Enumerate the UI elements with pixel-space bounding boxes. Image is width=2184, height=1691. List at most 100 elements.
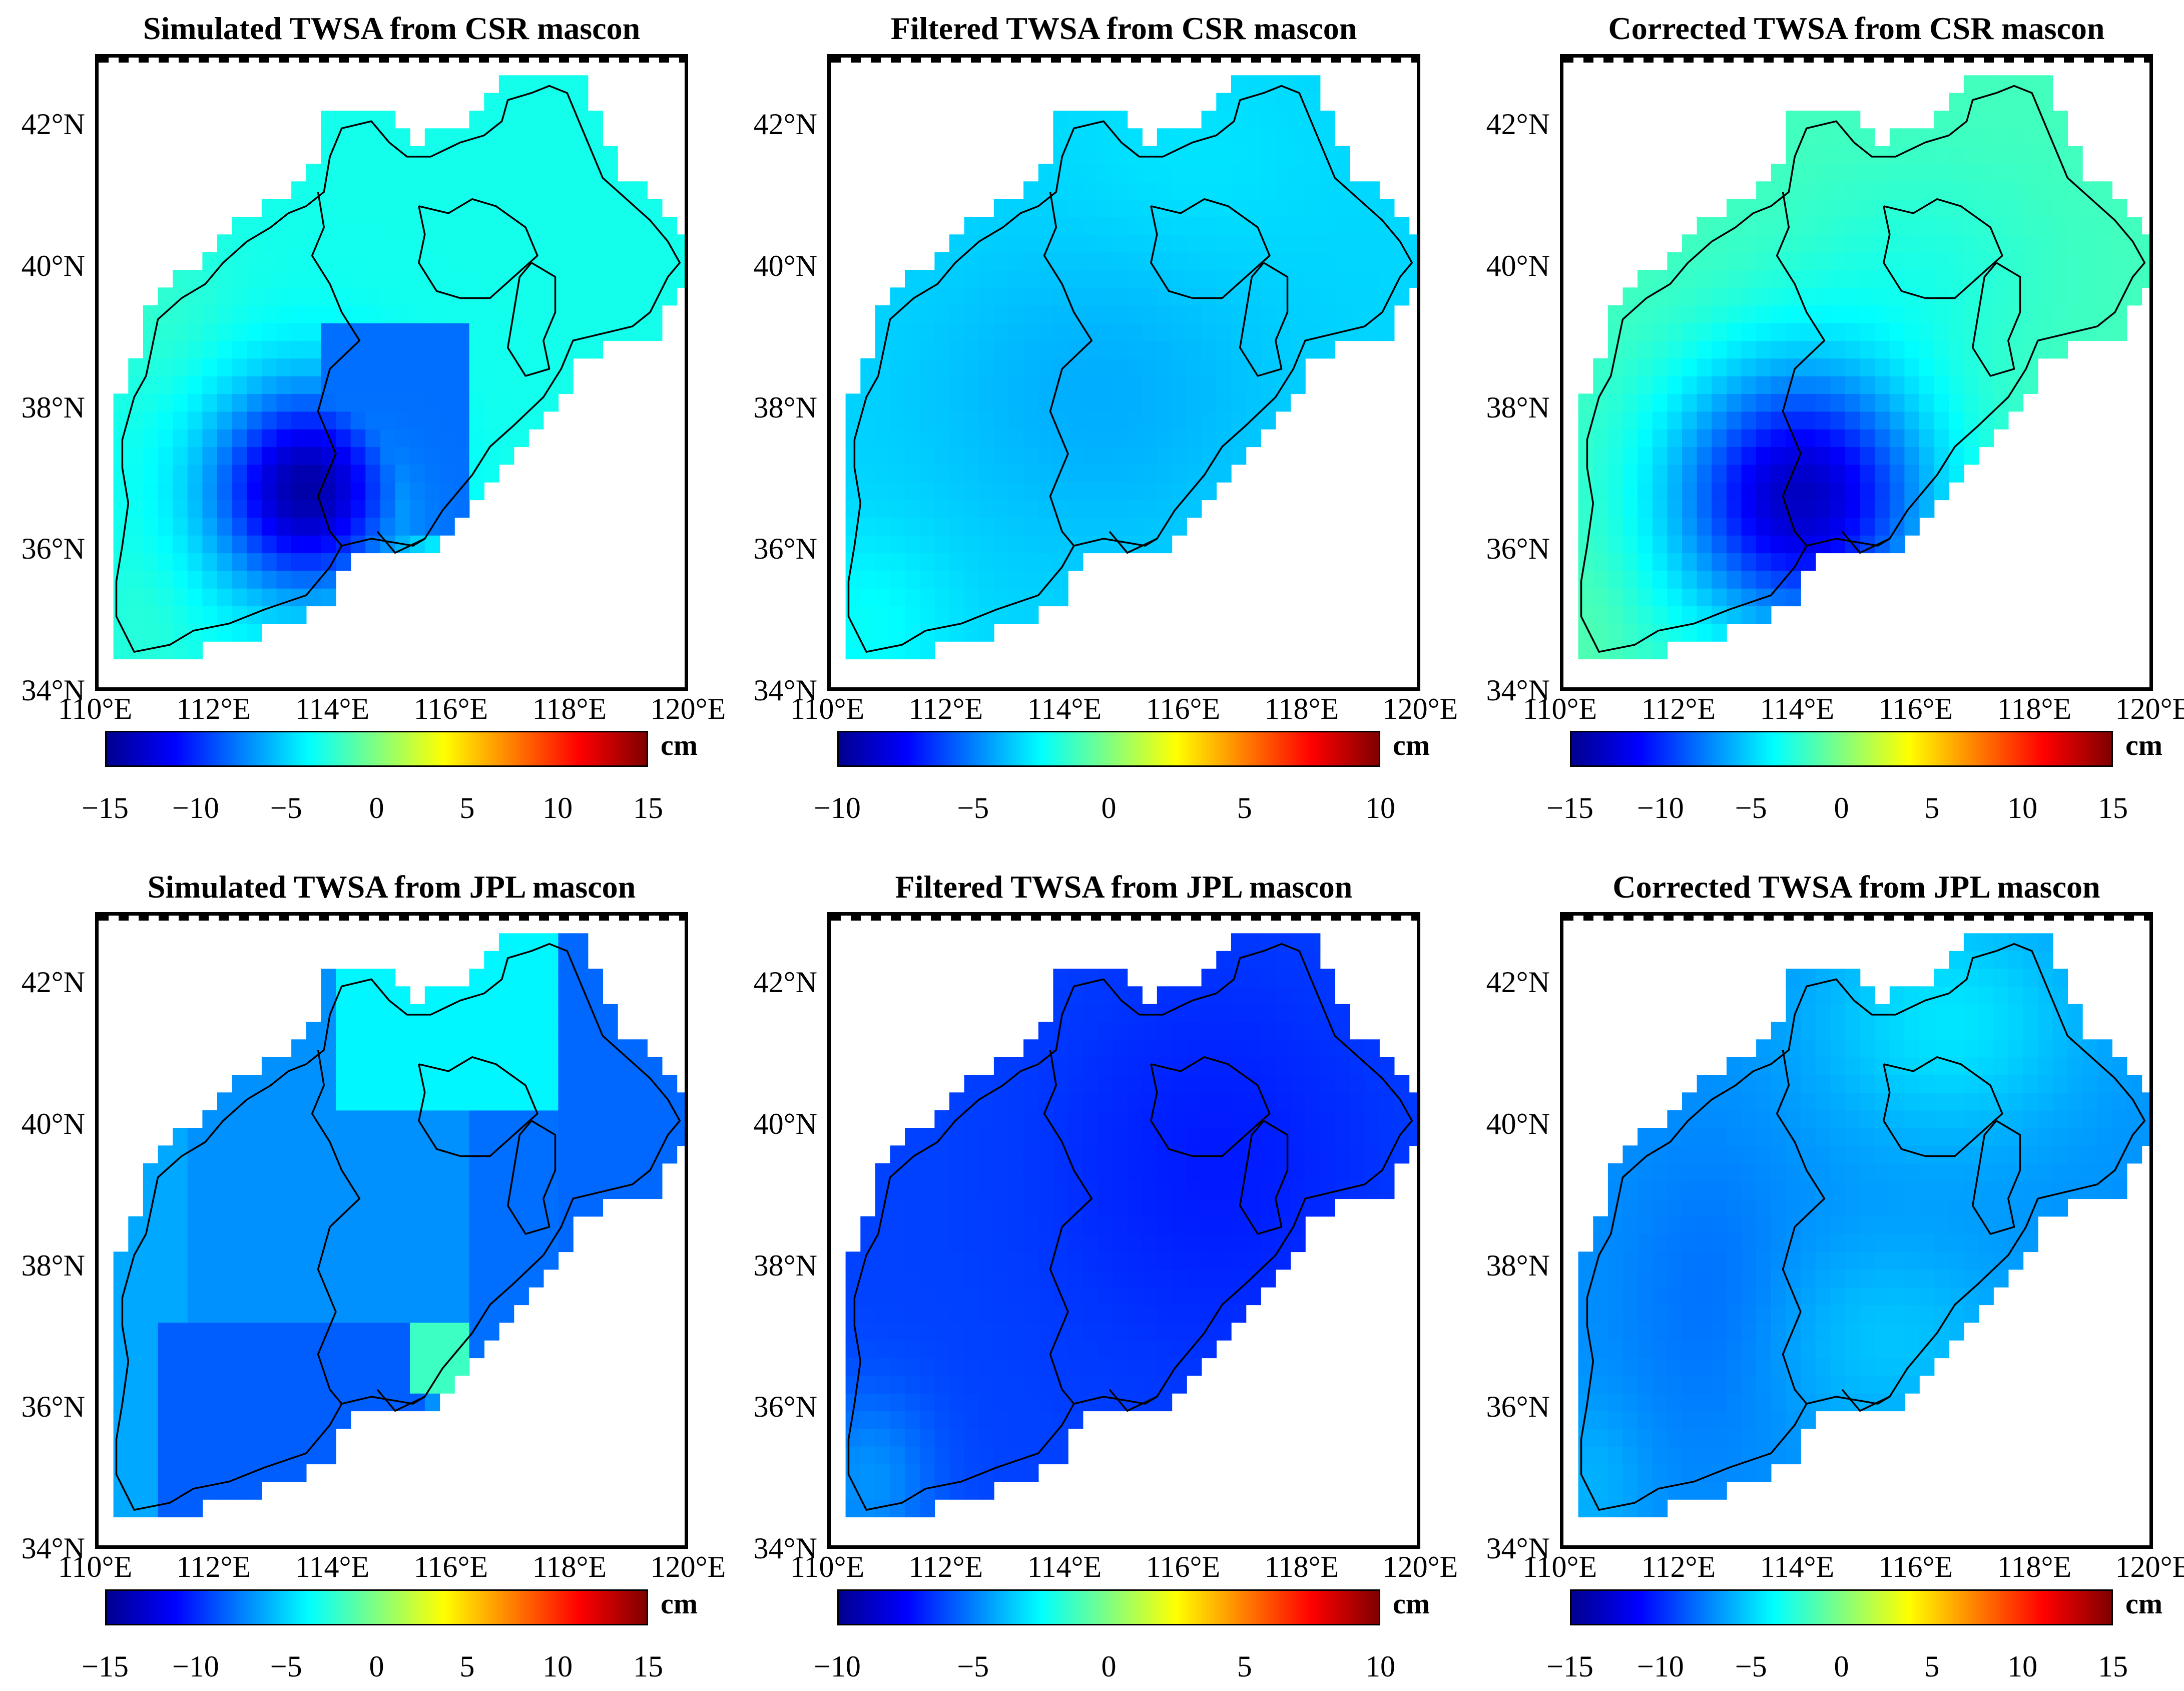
grid-cell bbox=[1187, 447, 1202, 465]
grid-cell bbox=[113, 447, 129, 465]
grid-cell bbox=[1786, 1145, 1801, 1164]
grid-cell bbox=[202, 1446, 218, 1465]
grid-cell bbox=[484, 393, 499, 412]
grid-cell bbox=[1712, 1375, 1727, 1394]
grid-cell bbox=[350, 1375, 366, 1394]
grid-cell bbox=[588, 1128, 603, 1146]
grid-cell bbox=[860, 358, 876, 376]
grid-cell bbox=[890, 1287, 905, 1306]
grid-cell bbox=[860, 1393, 876, 1412]
grid-cell bbox=[128, 1428, 144, 1447]
grid-cell bbox=[1142, 1216, 1158, 1234]
grid-cell bbox=[1142, 376, 1158, 394]
latitude-label: 42°N bbox=[21, 108, 85, 141]
grid-cell bbox=[1875, 340, 1890, 359]
grid-cell bbox=[1845, 411, 1861, 430]
grid-cell bbox=[395, 287, 410, 306]
grid-cell bbox=[1741, 1198, 1757, 1217]
grid-cell bbox=[1622, 1234, 1638, 1252]
grid-cell bbox=[1305, 1128, 1321, 1146]
grid-cell bbox=[1741, 1375, 1757, 1394]
grid-cell bbox=[1771, 217, 1787, 235]
grid-cell bbox=[410, 429, 425, 448]
grid-cell bbox=[513, 1092, 529, 1111]
grid-cell bbox=[1142, 1039, 1158, 1058]
grid-cell bbox=[1023, 393, 1039, 412]
grid-cell bbox=[1993, 181, 2009, 200]
grid-cell bbox=[1919, 482, 1935, 501]
grid-cell bbox=[2008, 969, 2024, 987]
grid-cell bbox=[306, 429, 322, 448]
grid-cell bbox=[1667, 323, 1683, 341]
grid-cell bbox=[860, 1322, 876, 1341]
grid-cell bbox=[558, 181, 574, 200]
grid-cell bbox=[1697, 1181, 1712, 1199]
grid-cell bbox=[1082, 1305, 1098, 1323]
grid-cell bbox=[1127, 393, 1143, 412]
grid-cell bbox=[1008, 1287, 1024, 1306]
grid-cell bbox=[1667, 340, 1683, 359]
longitude-label: 116°E bbox=[1878, 692, 1953, 725]
grid-cell bbox=[919, 482, 935, 501]
grid-cell bbox=[276, 1269, 292, 1288]
grid-cell bbox=[1275, 234, 1291, 253]
grid-cell bbox=[439, 1092, 455, 1111]
grid-cell bbox=[1904, 1198, 1920, 1217]
grid-cell bbox=[1978, 1163, 1994, 1181]
colorbar-tick-label: 5 bbox=[1924, 1650, 1940, 1683]
grid-cell bbox=[1593, 1216, 1608, 1234]
grid-cell bbox=[1949, 340, 1964, 359]
grid-cell bbox=[143, 1163, 159, 1181]
grid-cell bbox=[875, 464, 891, 483]
grid-cell bbox=[1830, 305, 1846, 323]
grid-cell bbox=[1786, 323, 1801, 341]
grid-cell bbox=[321, 340, 336, 359]
grid-cell bbox=[158, 1269, 173, 1288]
grid-cell bbox=[588, 969, 603, 987]
grid-cell bbox=[662, 287, 678, 306]
grid-cell bbox=[1246, 376, 1261, 394]
grid-cell bbox=[454, 270, 470, 288]
grid-cell bbox=[291, 1269, 307, 1288]
grid-cell bbox=[1082, 986, 1098, 1005]
grid-cell bbox=[1305, 1198, 1321, 1217]
grid-cell bbox=[1187, 252, 1202, 270]
grid-cell bbox=[1963, 217, 1979, 235]
grid-cell bbox=[1801, 429, 1816, 448]
grid-cell bbox=[1993, 1234, 2009, 1252]
grid-cell bbox=[395, 340, 410, 359]
grid-cell bbox=[1801, 323, 1816, 341]
grid-cell bbox=[1335, 1004, 1350, 1022]
grid-cell bbox=[1904, 1057, 1920, 1075]
grid-cell bbox=[1187, 482, 1202, 501]
grid-cell bbox=[1261, 986, 1276, 1005]
frame-ticks bbox=[831, 916, 1417, 921]
grid-cell bbox=[1652, 1322, 1668, 1341]
grid-cell bbox=[1771, 464, 1787, 483]
grid-cell bbox=[1216, 986, 1232, 1005]
grid-cell bbox=[158, 570, 173, 589]
grid-cell bbox=[247, 553, 262, 571]
grid-cell bbox=[1845, 146, 1861, 164]
latitude-label: 34°N bbox=[1486, 674, 1550, 707]
grid-cell bbox=[173, 606, 188, 624]
grid-cell bbox=[934, 376, 950, 394]
grid-cell bbox=[647, 270, 663, 288]
grid-cell bbox=[1949, 1198, 1964, 1217]
grid-cell bbox=[860, 1446, 876, 1465]
grid-cell bbox=[321, 1198, 336, 1217]
grid-cell bbox=[993, 376, 1009, 394]
grid-cell bbox=[1201, 146, 1217, 164]
grid-cell bbox=[1771, 305, 1787, 323]
grid-cell bbox=[528, 199, 544, 217]
grid-cell bbox=[454, 1198, 470, 1217]
grid-cell bbox=[617, 1110, 633, 1128]
grid-cell bbox=[1963, 1022, 1979, 1040]
grid-cell bbox=[1261, 305, 1276, 323]
grid-cell bbox=[454, 1269, 470, 1288]
grid-cell bbox=[603, 1110, 618, 1128]
grid-cell bbox=[1098, 1128, 1113, 1146]
grid-cell bbox=[890, 376, 905, 394]
grid-cell bbox=[1726, 1269, 1742, 1288]
grid-cell bbox=[558, 1163, 574, 1181]
